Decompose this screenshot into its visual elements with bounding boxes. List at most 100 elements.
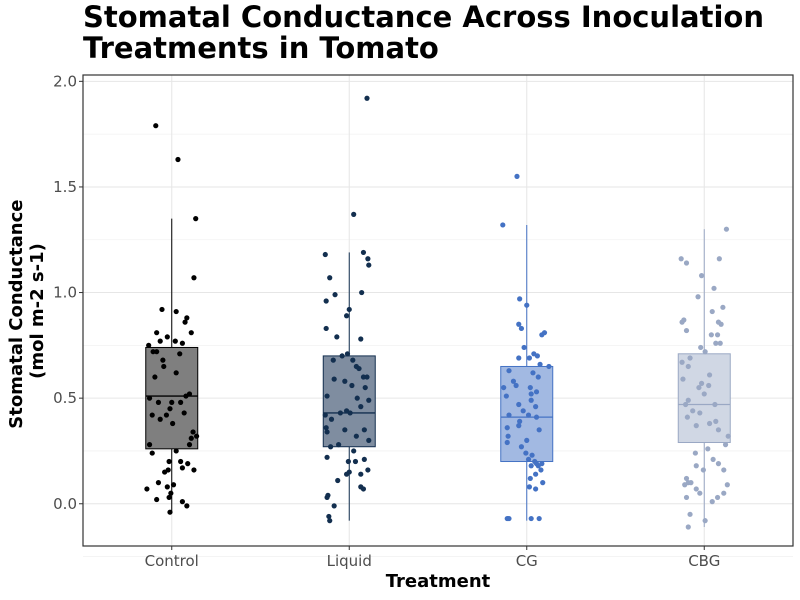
- data-point: [684, 414, 690, 420]
- data-point: [679, 319, 685, 325]
- data-point: [162, 469, 168, 475]
- data-point: [153, 123, 159, 129]
- data-point: [353, 433, 359, 439]
- data-point: [721, 490, 727, 496]
- data-point: [172, 338, 178, 344]
- data-point: [706, 372, 713, 378]
- data-point: [701, 391, 707, 397]
- data-point: [517, 296, 523, 302]
- data-point: [698, 380, 705, 386]
- data-point: [190, 429, 196, 435]
- box-plot-series: [145, 218, 731, 527]
- data-point: [533, 389, 540, 395]
- data-point: [540, 480, 546, 486]
- data-point: [705, 446, 711, 452]
- data-point: [179, 340, 185, 346]
- data-point: [525, 456, 532, 463]
- data-point: [695, 294, 701, 300]
- data-point: [504, 439, 510, 446]
- data-point: [693, 423, 699, 429]
- data-point: [175, 156, 181, 163]
- data-point: [516, 401, 522, 408]
- data-point: [518, 325, 525, 332]
- data-point: [697, 490, 703, 496]
- data-point: [680, 376, 686, 382]
- data-point: [154, 349, 160, 355]
- data-point: [360, 249, 367, 256]
- data-point: [693, 486, 699, 492]
- data-point: [169, 399, 175, 405]
- data-point: [358, 471, 364, 477]
- data-point: [698, 344, 704, 351]
- data-point: [685, 524, 691, 530]
- data-point: [516, 321, 522, 327]
- y-axis-title-line-1: Stomatal Conductance: [6, 200, 27, 429]
- data-point: [154, 330, 160, 336]
- data-point: [713, 340, 719, 346]
- y-axis: 0.0 0.5 1.0 1.5 2.0: [53, 72, 83, 513]
- data-point: [358, 404, 364, 410]
- data-point: [506, 515, 512, 522]
- data-point: [708, 332, 714, 338]
- data-point: [157, 416, 163, 422]
- data-point: [710, 456, 716, 463]
- data-point: [364, 95, 370, 101]
- data-point: [166, 458, 172, 465]
- data-point: [365, 467, 371, 473]
- data-point: [163, 412, 170, 418]
- data-point: [154, 496, 160, 503]
- data-point: [331, 376, 337, 382]
- data-point: [535, 463, 541, 469]
- data-point: [501, 384, 507, 391]
- data-point: [687, 355, 693, 361]
- data-point: [193, 216, 199, 222]
- data-point: [713, 418, 719, 424]
- x-tick-label-control: Control: [145, 552, 199, 570]
- data-point: [356, 365, 362, 372]
- data-point: [359, 289, 365, 296]
- data-point: [343, 471, 350, 477]
- data-point: [322, 412, 328, 418]
- data-point: [155, 399, 162, 405]
- box-control: [145, 218, 199, 513]
- jitter-points: [144, 95, 731, 530]
- data-point: [524, 302, 530, 308]
- data-point: [536, 427, 542, 433]
- data-point: [690, 408, 696, 414]
- data-point: [146, 342, 152, 348]
- data-point: [344, 351, 351, 357]
- data-point: [715, 461, 722, 467]
- data-point: [698, 273, 705, 279]
- data-point: [365, 256, 371, 262]
- data-point: [342, 427, 348, 433]
- points-liquid: [322, 95, 372, 524]
- data-point: [146, 395, 153, 401]
- data-point: [178, 458, 184, 465]
- data-point: [173, 308, 179, 315]
- data-point: [330, 357, 336, 363]
- data-point: [181, 410, 187, 416]
- data-point: [678, 256, 684, 262]
- data-point: [351, 448, 357, 454]
- data-point: [173, 370, 179, 376]
- data-point: [700, 467, 706, 473]
- data-point: [170, 420, 176, 427]
- data-point: [332, 292, 338, 298]
- chart-title: Stomatal Conductance Across Inoculation …: [83, 0, 764, 65]
- data-point: [506, 412, 512, 418]
- data-point: [324, 494, 330, 501]
- data-point: [718, 321, 724, 327]
- data-point: [724, 482, 730, 488]
- data-point: [521, 344, 527, 351]
- x-tick-label-liquid: Liquid: [327, 552, 372, 570]
- plot-panel-border: [82, 74, 794, 547]
- data-point: [504, 425, 510, 431]
- data-point: [185, 461, 191, 467]
- data-point: [702, 518, 708, 524]
- data-point: [527, 384, 533, 391]
- data-point: [343, 313, 350, 319]
- data-point: [366, 437, 372, 443]
- data-point: [696, 384, 702, 391]
- data-point: [152, 374, 158, 380]
- data-point: [159, 306, 165, 313]
